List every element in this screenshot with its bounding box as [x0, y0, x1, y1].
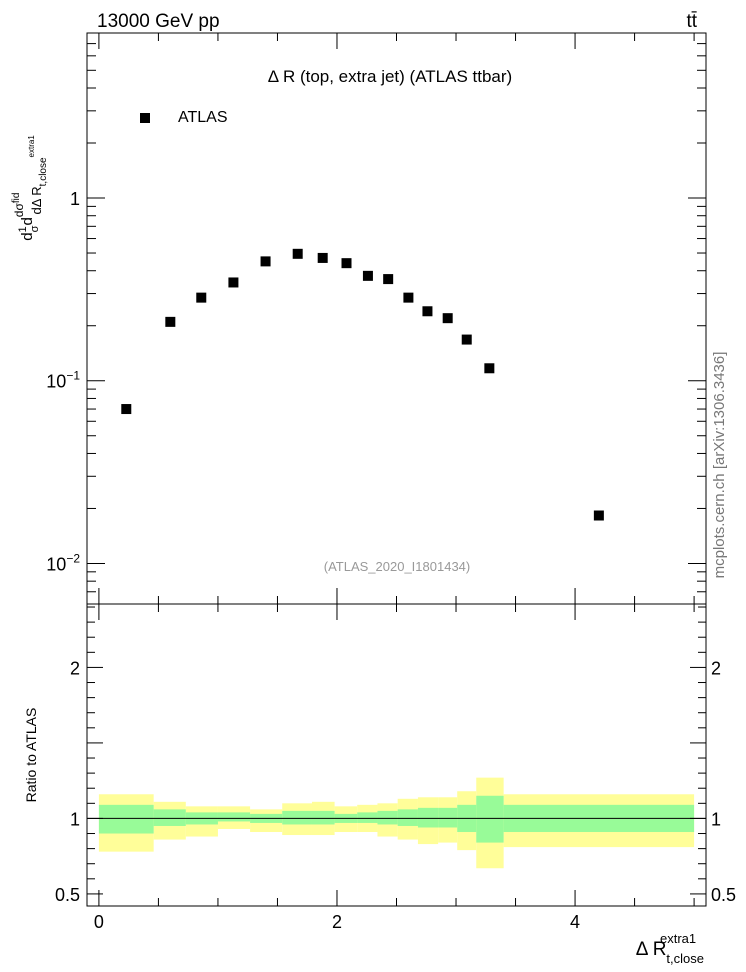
x-tick-label: 2 [332, 912, 342, 932]
inner-band [217, 812, 251, 822]
ratio-plot-frame [86, 603, 707, 907]
data-point [121, 404, 132, 415]
x-axis-title-sup: extra1 [660, 931, 696, 946]
inner-band [438, 807, 458, 828]
data-point [228, 277, 239, 288]
inner-band [357, 812, 378, 823]
data-point [292, 248, 303, 259]
source-label: mcplots.cern.ch [arXiv:1306.3436] [711, 352, 728, 579]
x-axis-title-main: Δ R [636, 939, 667, 960]
ratio-y-tick-label-left: 1 [70, 809, 80, 829]
main-y-axis-title: d1σddσfid dΔ Rt,closeextra1 [11, 135, 49, 241]
inner-band [282, 810, 312, 825]
data-point [317, 252, 328, 263]
data-point [484, 363, 495, 374]
data-point [461, 334, 472, 345]
inner-band [377, 810, 398, 825]
ratio-y-tick-label-right: 1 [711, 809, 721, 829]
ratio-y-tick-label-left: 0.5 [55, 885, 80, 905]
ratio-uncertainty-bands [98, 777, 695, 869]
data-point [341, 258, 352, 269]
x-tick-label: 4 [570, 912, 580, 932]
main-y-ticks: 1 10−1 10−2 [46, 32, 706, 605]
ratio-panel: 0.5 0.5 1 1 2 2 0 2 4 Ratio to ATLAS Δ Rt,close… [23, 603, 736, 966]
ratio-x-ticks: 0 2 4 [94, 604, 695, 932]
data-point [260, 256, 271, 267]
x-axis-title-sub: t,close [666, 951, 704, 966]
data-point [593, 510, 604, 521]
analysis-tag: (ATLAS_2020_I1801434) [324, 559, 470, 574]
data-point [442, 313, 453, 324]
process-label: tt̄ [686, 11, 697, 32]
legend: ATLAS [140, 109, 228, 126]
data-point [165, 316, 176, 327]
data-point [383, 274, 394, 285]
y-tick-label: 1 [70, 189, 80, 209]
inner-band [153, 809, 186, 826]
y-tick-label: 10−1 [46, 369, 80, 392]
chart-title: Δ R (top, extra jet) (ATLAS ttbar) [268, 67, 512, 86]
data-point [403, 292, 414, 303]
inner-band [311, 810, 335, 825]
ratio-y-tick-label-right: 0.5 [711, 885, 736, 905]
inner-band [397, 809, 418, 826]
main-x-ticks [98, 33, 695, 604]
main-panel: 1 10−1 10−2 Δ R (top, extra jet) (ATLAS tt… [11, 32, 707, 605]
legend-label-atlas: ATLAS [178, 109, 228, 126]
legend-marker [140, 113, 150, 123]
inner-band [417, 807, 439, 828]
energy-label: 13000 GeV pp [97, 11, 220, 32]
y-tick-label: 10−2 [46, 551, 80, 574]
x-axis-title: Δ Rt,close extra1 [636, 931, 704, 966]
data-point [362, 270, 373, 281]
data-point [422, 306, 433, 317]
x-tick-label: 0 [94, 912, 104, 932]
inner-band [476, 795, 504, 843]
ratio-y-tick-label-left: 2 [70, 658, 80, 678]
ratio-y-axis-title: Ratio to ATLAS [23, 708, 39, 803]
main-data-points [121, 248, 604, 521]
ratio-y-tick-label-right: 2 [711, 658, 721, 678]
inner-band [98, 804, 154, 834]
data-point [196, 292, 207, 303]
ratio-y-ticks: 0.5 0.5 1 1 2 2 [55, 606, 736, 905]
